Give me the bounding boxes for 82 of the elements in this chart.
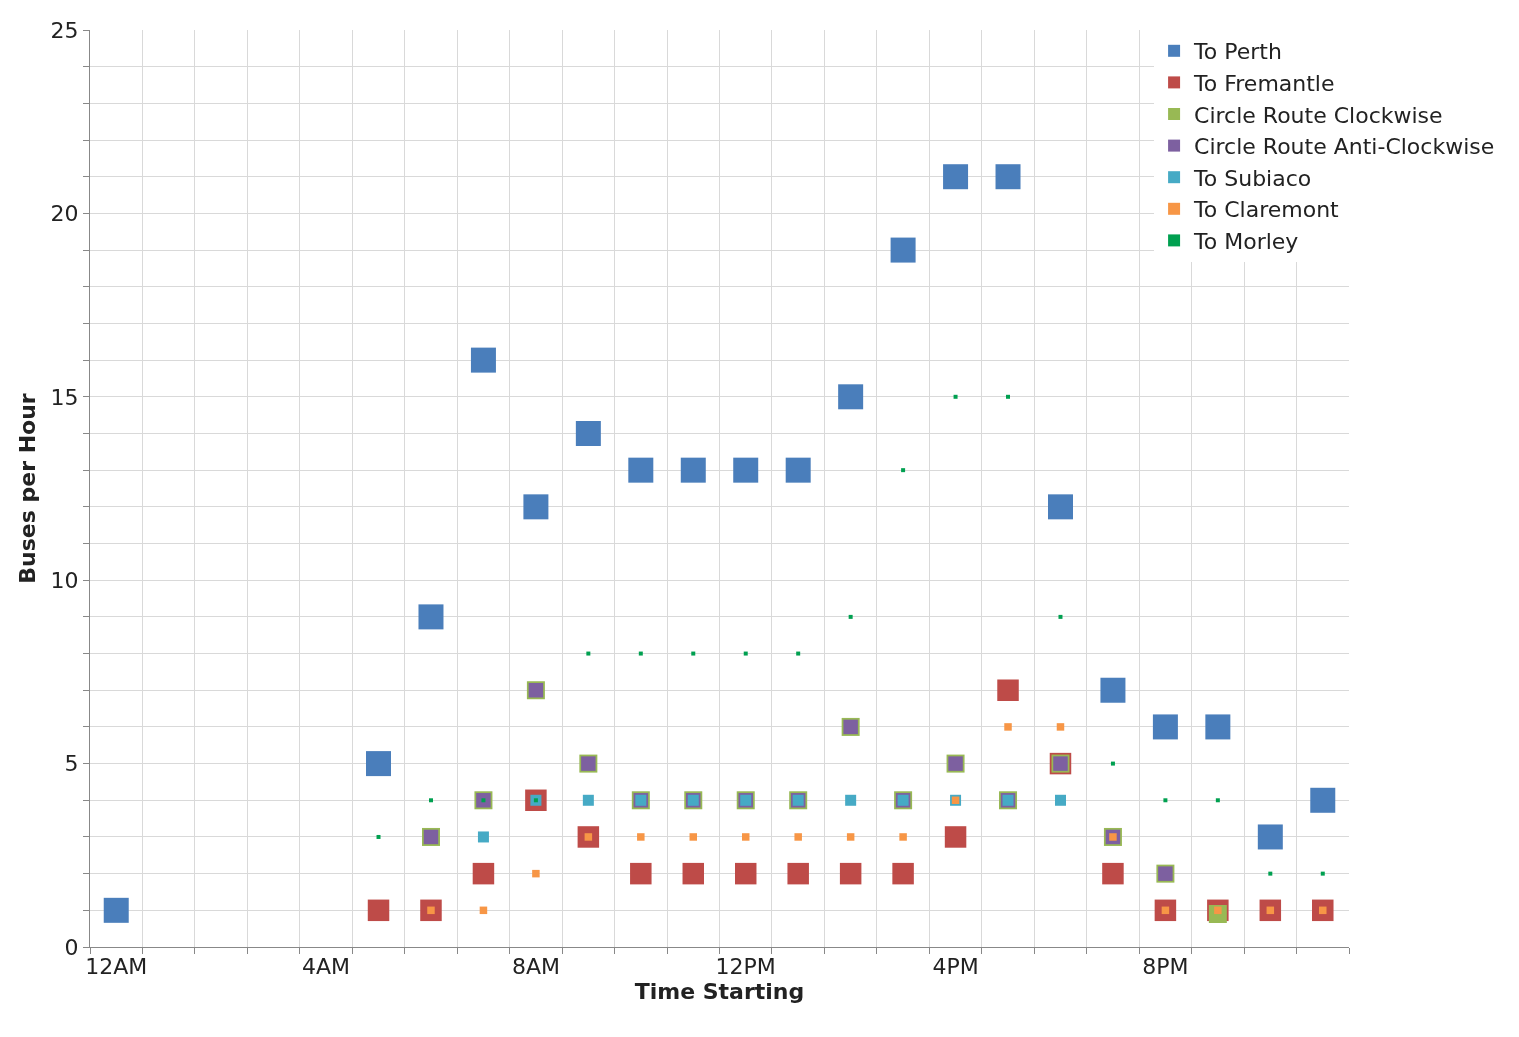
legend-label: To Claremont [1193, 197, 1340, 223]
point [575, 420, 601, 446]
legend-label: Circle Route Clockwise [1194, 102, 1443, 128]
point [953, 394, 958, 399]
x-tick-label: 4AM [302, 954, 351, 980]
point [1257, 824, 1283, 850]
point [1100, 677, 1126, 703]
legend-label: To Subiaco [1193, 165, 1312, 191]
point [785, 457, 811, 483]
point [1102, 862, 1124, 885]
point [1110, 761, 1115, 766]
legend-label: Circle Route Anti-Clockwise [1194, 134, 1495, 160]
point [637, 833, 645, 841]
point [418, 604, 444, 630]
point [787, 862, 809, 885]
point [1056, 723, 1065, 731]
x-axis-title: Time Starting [634, 979, 805, 1005]
y-tick-label: 25 [50, 17, 79, 43]
point [366, 751, 392, 777]
point [367, 899, 390, 922]
point [586, 651, 591, 656]
point [846, 833, 855, 841]
point [630, 862, 652, 885]
x-tick-label: 12PM [715, 954, 776, 980]
point [582, 794, 594, 806]
point [890, 237, 916, 263]
point [733, 457, 759, 483]
legend-label: To Perth [1193, 39, 1282, 65]
y-tick-label: 10 [50, 567, 79, 593]
legend-label: To Morley [1193, 228, 1299, 254]
x-tick-label: 4PM [932, 954, 979, 980]
point [103, 897, 129, 923]
point [901, 468, 906, 473]
point [899, 833, 907, 841]
point [1215, 798, 1220, 803]
y-tick-label: 0 [64, 934, 79, 960]
point [1205, 714, 1231, 740]
point [376, 834, 381, 839]
point [743, 651, 748, 656]
point [794, 833, 802, 841]
point [1006, 394, 1011, 399]
y-tick-label: 20 [50, 201, 79, 227]
point [997, 679, 1019, 701]
point [477, 831, 489, 843]
point [523, 494, 549, 520]
y-tick-label: 5 [64, 751, 79, 777]
point [428, 798, 433, 803]
point [691, 651, 696, 656]
point [734, 862, 757, 885]
point [995, 164, 1021, 190]
point [1054, 794, 1066, 806]
point [1004, 723, 1012, 731]
point [532, 869, 540, 878]
y-tick-label: 15 [50, 384, 79, 410]
point [1047, 494, 1073, 520]
y-axis-title: Buses per Hour [15, 393, 41, 584]
point [944, 826, 967, 848]
point [1320, 871, 1325, 876]
point [638, 651, 643, 656]
point [472, 862, 495, 885]
point [1058, 614, 1063, 619]
x-tick-label: 8AM [511, 954, 560, 980]
point [839, 862, 862, 885]
x-tick-label: 8PM [1142, 954, 1189, 980]
point [796, 651, 801, 656]
point [741, 833, 750, 841]
point [628, 457, 654, 483]
point [845, 794, 857, 806]
point [1268, 871, 1273, 876]
point [682, 862, 705, 885]
point [892, 862, 914, 885]
point [943, 164, 969, 190]
point [689, 833, 698, 841]
point [470, 347, 496, 373]
point [848, 614, 853, 619]
point [1152, 714, 1178, 740]
point [680, 457, 706, 483]
point [838, 384, 864, 410]
point [1310, 787, 1336, 813]
point [1163, 798, 1168, 803]
legend-label: To Fremantle [1193, 70, 1335, 96]
x-tick-label: 12AM [85, 954, 148, 980]
